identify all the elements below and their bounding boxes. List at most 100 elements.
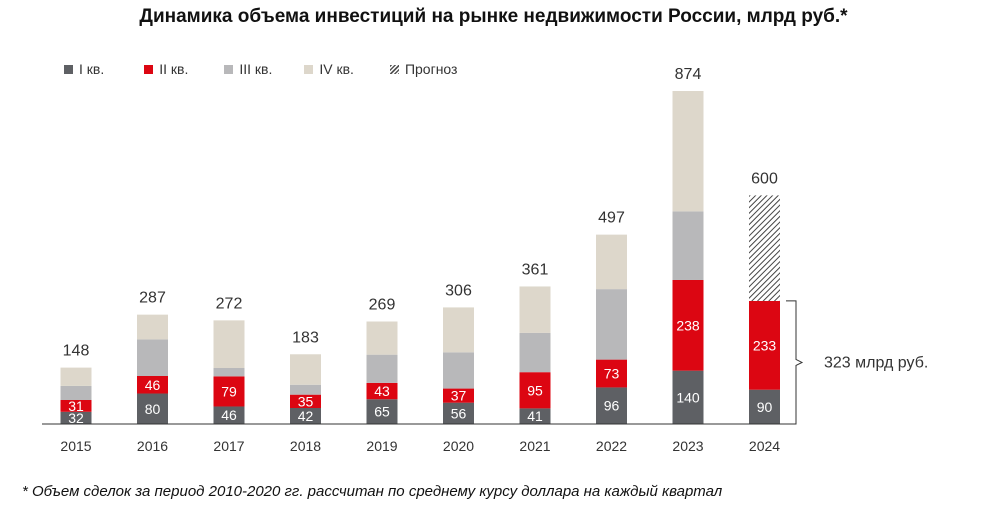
- legend-label-q2: II кв.: [159, 61, 189, 77]
- footnote: * Объем сделок за период 2010-2020 гг. р…: [22, 483, 723, 500]
- x-tick-label-2015: 2015: [60, 438, 91, 454]
- bar-2015-q3: [60, 385, 92, 400]
- bar-2019-q3: [366, 354, 398, 383]
- bar-2022-q4: [596, 234, 627, 290]
- segment-label-2022-q2: 73: [604, 366, 620, 382]
- bracket-annotation: 323 млрд руб.: [786, 300, 928, 425]
- segment-label-2017-q1: 46: [221, 407, 237, 423]
- bar-2015-q4: [60, 367, 92, 386]
- bar-2022-q1: [596, 387, 627, 424]
- legend-swatch-forecast: [389, 64, 399, 74]
- bar-2020-q2: [443, 388, 474, 403]
- bar-2016-q1: [137, 393, 168, 424]
- segment-label-2020-q2: 37: [451, 388, 467, 404]
- segment-label-2022-q1: 96: [604, 398, 620, 414]
- bar-2017-q1: [213, 406, 245, 424]
- bar-2022-q3: [596, 289, 627, 360]
- bar-2018-q4: [290, 354, 321, 385]
- bar-2021-q3: [519, 332, 551, 373]
- bar-2017-q4: [213, 320, 245, 368]
- legend: I кв. II кв. III кв. IV кв. Прогноз: [64, 61, 483, 77]
- bar-2021-q1: [519, 408, 551, 424]
- total-label-2015: 148: [63, 343, 90, 360]
- bar-2021-q4: [519, 286, 551, 333]
- bar-2020-q4: [443, 307, 474, 353]
- segment-label-2021-q1: 41: [527, 408, 543, 424]
- segment-label-2016-q2: 46: [145, 377, 161, 393]
- bar-2023-q2: [672, 279, 704, 371]
- legend-label-forecast: Прогноз: [404, 61, 458, 77]
- bar-2019-q4: [366, 321, 398, 355]
- bar-2020-q3: [443, 352, 474, 389]
- segment-label-2021-q2: 95: [527, 382, 543, 398]
- bar-2017-q2: [213, 376, 245, 407]
- segment-label-2018-q2: 35: [298, 393, 314, 409]
- chart-title: Динамика объема инвестиций на рынке недв…: [139, 6, 848, 27]
- bar-2015-q1: [60, 411, 92, 424]
- legend-item-q1: I кв.: [64, 61, 104, 77]
- bar-2024-q1: [749, 389, 780, 424]
- bar-2016-q3: [137, 339, 168, 376]
- segment-label-2018-q1: 42: [298, 408, 314, 424]
- total-label-2016: 287: [139, 290, 166, 307]
- x-tick-label-2017: 2017: [213, 438, 244, 454]
- total-label-2020: 306: [445, 282, 472, 299]
- total-label-2023: 874: [675, 66, 702, 83]
- legend-label-q1: I кв.: [79, 61, 105, 77]
- segment-label-2015-q2: 31: [68, 398, 84, 414]
- legend-swatch-q4: [304, 64, 314, 74]
- bar-2020-q1: [443, 402, 474, 424]
- bar-2022-q2: [596, 359, 627, 388]
- legend-item-q2: II кв.: [144, 61, 188, 77]
- segment-label-2024-q2: 233: [753, 337, 777, 353]
- legend-item-forecast: Прогноз: [389, 61, 458, 77]
- legend-swatch-q3: [224, 64, 234, 74]
- segment-label-2023-q1: 140: [676, 389, 700, 405]
- x-tick-label-2023: 2023: [672, 438, 703, 454]
- bar-2018-q3: [290, 384, 321, 395]
- bar-2023-q1: [672, 370, 704, 424]
- total-label-2024: 600: [751, 170, 778, 187]
- bar-2019-q2: [366, 382, 398, 400]
- bar-2018-q1: [290, 407, 321, 424]
- legend-label-q4: IV кв.: [319, 61, 354, 77]
- segment-label-2023-q2: 238: [676, 317, 700, 333]
- total-label-2022: 497: [598, 210, 625, 227]
- segment-label-2017-q2: 79: [221, 383, 237, 399]
- bar-2016-q2: [137, 375, 168, 394]
- legend-item-q3: III кв.: [224, 61, 272, 77]
- bar-2024-q5: [749, 195, 780, 301]
- total-label-2021: 361: [522, 261, 549, 278]
- total-label-2017: 272: [216, 295, 243, 312]
- legend-swatch-q2: [144, 64, 154, 74]
- bars-group: [60, 91, 780, 424]
- x-tick-label-2021: 2021: [519, 438, 550, 454]
- bracket-label: 323 млрд руб.: [824, 354, 928, 371]
- total-label-2019: 269: [369, 297, 396, 314]
- bar-2018-q2: [290, 394, 321, 408]
- bar-2019-q1: [366, 399, 398, 424]
- bar-2017-q3: [213, 367, 245, 377]
- bracket-line: [786, 300, 804, 425]
- x-tick-label-2022: 2022: [596, 438, 627, 454]
- total-label-2018: 183: [292, 329, 319, 346]
- segment-label-2019-q2: 43: [374, 383, 390, 399]
- x-tick-label-2018: 2018: [290, 438, 321, 454]
- bar-2024-q2: [749, 300, 780, 390]
- bar-2021-q2: [519, 372, 551, 409]
- bar-2023-q3: [672, 211, 704, 280]
- segment-label-2015-q1: 32: [68, 410, 84, 426]
- x-tick-label-2016: 2016: [137, 438, 168, 454]
- x-tick-label-2024: 2024: [749, 438, 780, 454]
- segment-label-2016-q1: 80: [145, 401, 161, 417]
- segment-label-2024-q1: 90: [757, 399, 773, 415]
- bar-2015-q2: [60, 399, 92, 412]
- legend-swatch-q1: [64, 64, 73, 74]
- segment-label-2019-q1: 65: [374, 404, 390, 420]
- legend-item-q4: IV кв.: [304, 61, 354, 77]
- x-tick-label-2019: 2019: [366, 438, 397, 454]
- x-tick-label-2020: 2020: [443, 438, 474, 454]
- bar-2016-q4: [137, 314, 168, 340]
